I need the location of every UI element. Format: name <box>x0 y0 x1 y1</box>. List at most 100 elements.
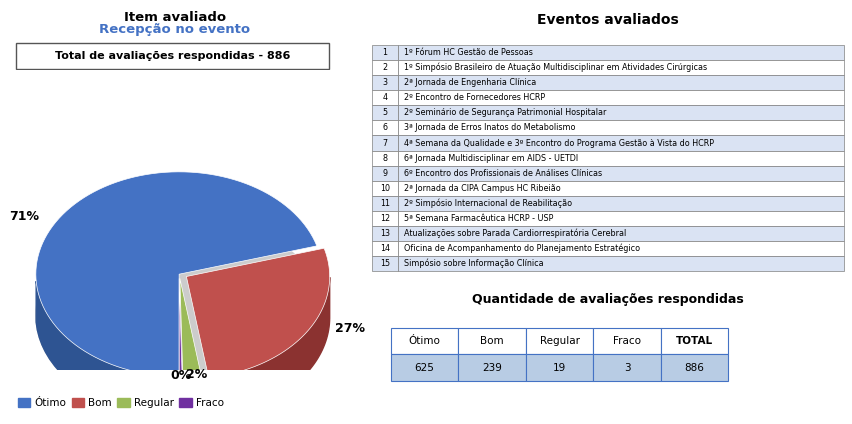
Ellipse shape <box>36 213 322 418</box>
Text: 886: 886 <box>684 363 704 373</box>
Text: Eventos avaliados: Eventos avaliados <box>536 13 678 27</box>
FancyBboxPatch shape <box>371 136 398 151</box>
Polygon shape <box>182 379 202 422</box>
FancyBboxPatch shape <box>398 151 843 166</box>
Text: Quantidade de avaliações respondidas: Quantidade de avaliações respondidas <box>471 293 743 307</box>
Text: Recepção no evento: Recepção no evento <box>99 23 250 36</box>
Polygon shape <box>36 172 316 377</box>
FancyBboxPatch shape <box>371 211 398 226</box>
Text: 6ª Jornada Multidisciplinar em AIDS - UETDI: 6ª Jornada Multidisciplinar em AIDS - UE… <box>404 153 578 162</box>
Text: 2º Seminário de Segurança Patrimonial Hospitalar: 2º Seminário de Segurança Patrimonial Ho… <box>404 109 606 117</box>
Text: Atualizações sobre Parada Cardiorrespiratória Cerebral: Atualizações sobre Parada Cardiorrespira… <box>404 229 625 238</box>
FancyBboxPatch shape <box>398 196 843 211</box>
Text: Item avaliado: Item avaliado <box>124 11 226 24</box>
FancyBboxPatch shape <box>398 256 843 271</box>
Text: TOTAL: TOTAL <box>675 336 712 346</box>
FancyBboxPatch shape <box>371 226 398 241</box>
FancyBboxPatch shape <box>398 181 843 196</box>
Text: Regular: Regular <box>539 336 579 346</box>
FancyBboxPatch shape <box>16 42 329 69</box>
FancyBboxPatch shape <box>398 241 843 256</box>
FancyBboxPatch shape <box>458 354 525 381</box>
Text: 3: 3 <box>382 78 387 87</box>
Text: 11: 11 <box>379 199 389 208</box>
Text: Fraco: Fraco <box>613 336 641 346</box>
FancyBboxPatch shape <box>371 90 398 105</box>
Text: 625: 625 <box>414 363 434 373</box>
FancyBboxPatch shape <box>398 45 843 60</box>
Text: 7: 7 <box>382 139 387 148</box>
Text: 71%: 71% <box>9 209 39 223</box>
FancyBboxPatch shape <box>371 151 398 166</box>
FancyBboxPatch shape <box>660 354 728 381</box>
FancyBboxPatch shape <box>593 354 660 381</box>
Text: 1º Simpósio Brasileiro de Atuação Multidisciplinar em Atividades Cirúrgicas: 1º Simpósio Brasileiro de Atuação Multid… <box>404 63 706 73</box>
FancyBboxPatch shape <box>398 211 843 226</box>
FancyBboxPatch shape <box>371 241 398 256</box>
Text: 5: 5 <box>382 109 387 117</box>
Polygon shape <box>209 277 329 418</box>
FancyBboxPatch shape <box>371 105 398 120</box>
FancyBboxPatch shape <box>371 166 398 181</box>
FancyBboxPatch shape <box>398 60 843 75</box>
FancyBboxPatch shape <box>398 105 843 120</box>
FancyBboxPatch shape <box>371 256 398 271</box>
Polygon shape <box>179 381 182 422</box>
Text: 2%: 2% <box>187 368 207 381</box>
Text: 8: 8 <box>382 153 387 162</box>
FancyBboxPatch shape <box>398 90 843 105</box>
Legend: Ótimo, Bom, Regular, Fraco: Ótimo, Bom, Regular, Fraco <box>14 393 227 412</box>
FancyBboxPatch shape <box>398 226 843 241</box>
Text: 19: 19 <box>552 363 566 373</box>
Text: 5ª Semana Farmacêutica HCRP - USP: 5ª Semana Farmacêutica HCRP - USP <box>404 214 553 223</box>
FancyBboxPatch shape <box>593 328 660 354</box>
Text: 10: 10 <box>379 184 389 192</box>
FancyBboxPatch shape <box>398 120 843 136</box>
Text: 4: 4 <box>382 93 387 102</box>
Text: 14: 14 <box>379 244 389 253</box>
Polygon shape <box>36 281 179 418</box>
FancyBboxPatch shape <box>398 136 843 151</box>
Text: 27%: 27% <box>334 322 364 335</box>
Text: 1º Fórum HC Gestão de Pessoas: 1º Fórum HC Gestão de Pessoas <box>404 48 532 57</box>
Text: 239: 239 <box>481 363 502 373</box>
Polygon shape <box>187 248 329 378</box>
Text: 4ª Semana da Qualidade e 3º Encontro do Programa Gestão à Vista do HCRP: 4ª Semana da Qualidade e 3º Encontro do … <box>404 139 713 148</box>
Polygon shape <box>179 279 182 381</box>
Text: 13: 13 <box>379 229 389 238</box>
FancyBboxPatch shape <box>390 354 458 381</box>
FancyBboxPatch shape <box>390 328 458 354</box>
FancyBboxPatch shape <box>371 45 398 60</box>
FancyBboxPatch shape <box>660 328 728 354</box>
FancyBboxPatch shape <box>525 354 593 381</box>
Text: 0%: 0% <box>170 369 192 382</box>
Text: 2º Simpósio Internacional de Reabilitação: 2º Simpósio Internacional de Reabilitaçã… <box>404 198 572 208</box>
Text: Total de avaliações respondidas - 886: Total de avaliações respondidas - 886 <box>55 50 290 61</box>
Text: 1: 1 <box>382 48 387 57</box>
FancyBboxPatch shape <box>371 181 398 196</box>
Text: Oficina de Acompanhamento do Planejamento Estratégico: Oficina de Acompanhamento do Planejament… <box>404 244 639 253</box>
FancyBboxPatch shape <box>525 328 593 354</box>
FancyBboxPatch shape <box>371 196 398 211</box>
Text: 15: 15 <box>379 259 389 268</box>
FancyBboxPatch shape <box>371 60 398 75</box>
Text: Simpósio sobre Informação Clínica: Simpósio sobre Informação Clínica <box>404 259 543 268</box>
Polygon shape <box>180 279 202 381</box>
Text: 6: 6 <box>382 123 387 132</box>
Text: 3: 3 <box>623 363 630 373</box>
Text: 9: 9 <box>382 169 387 178</box>
FancyBboxPatch shape <box>398 75 843 90</box>
Text: Bom: Bom <box>480 336 504 346</box>
Text: 2º Encontro de Fornecedores HCRP: 2º Encontro de Fornecedores HCRP <box>404 93 544 102</box>
FancyBboxPatch shape <box>398 166 843 181</box>
FancyBboxPatch shape <box>371 120 398 136</box>
FancyBboxPatch shape <box>371 75 398 90</box>
Text: Ótimo: Ótimo <box>408 336 440 346</box>
FancyBboxPatch shape <box>458 328 525 354</box>
Text: 3ª Jornada de Erros Inatos do Metabolismo: 3ª Jornada de Erros Inatos do Metabolism… <box>404 123 575 132</box>
Text: 2: 2 <box>382 63 387 72</box>
Text: 6º Encontro dos Profissionais de Análises Clínicas: 6º Encontro dos Profissionais de Análise… <box>404 169 602 178</box>
Text: 12: 12 <box>379 214 389 223</box>
Text: 2ª Jornada de Engenharia Clínica: 2ª Jornada de Engenharia Clínica <box>404 78 536 87</box>
Text: 2ª Jornada da CIPA Campus HC Ribeião: 2ª Jornada da CIPA Campus HC Ribeião <box>404 184 560 192</box>
